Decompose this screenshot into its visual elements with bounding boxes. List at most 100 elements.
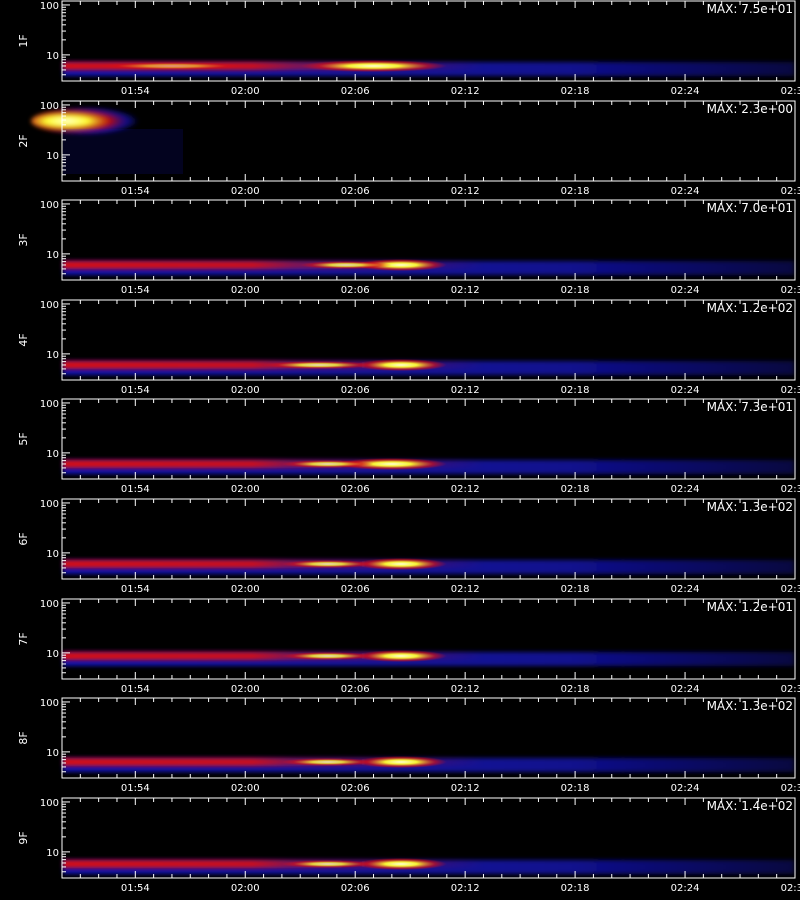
x-tick-label: 02:00 (231, 684, 260, 695)
x-tick-label: 02:24 (671, 783, 700, 794)
x-tick-label: 02:18 (561, 484, 590, 495)
y-tick-label: 100 (40, 200, 59, 211)
x-tick-label: 02:18 (561, 783, 590, 794)
max-value-label: MAX: 7.0e+01 (707, 201, 793, 215)
warm-spot (281, 460, 374, 468)
x-tick-label: 02:00 (231, 584, 260, 595)
x-tick-label: 02:30 (781, 285, 800, 296)
x-tick-label: 02:24 (671, 584, 700, 595)
x-tick-label: 02:30 (781, 883, 800, 894)
panel-5f: 01:54 02:00 02:06 02:12 02:18 02:24 02:30 10 100… (17, 398, 800, 495)
red-emission-band (63, 261, 484, 269)
x-tick-label: 02:00 (231, 484, 260, 495)
x-tick-label: 02:12 (451, 584, 480, 595)
hot-spot (355, 259, 447, 271)
panel-label: 6F (17, 532, 30, 545)
max-value-label: MAX: 7.3e+01 (707, 400, 793, 414)
y-tick-label: 10 (46, 848, 59, 859)
x-tick-label: 02:24 (671, 86, 700, 97)
x-tick-label: 02:18 (561, 186, 590, 197)
x-tick-label: 02:06 (341, 883, 370, 894)
panel-label: 7F (17, 632, 30, 645)
panel-label: 5F (17, 432, 30, 445)
warm-spot (281, 560, 374, 568)
x-tick-label: 02:12 (451, 186, 480, 197)
red-emission-band (63, 652, 484, 660)
x-tick-label: 02:12 (451, 883, 480, 894)
y-tick-label: 10 (46, 350, 59, 361)
x-tick-label: 01:54 (121, 285, 150, 296)
x-tick-label: 02:00 (231, 285, 260, 296)
y-tick-label: 100 (40, 499, 59, 510)
warm-spot (281, 652, 374, 660)
x-tick-label: 02:12 (451, 285, 480, 296)
emission-blob (31, 108, 151, 134)
max-value-label: MAX: 2.3e+00 (707, 102, 793, 116)
warm-spot (281, 860, 374, 868)
x-tick-label: 02:06 (341, 684, 370, 695)
max-value-label: MAX: 1.3e+02 (707, 699, 793, 713)
y-tick-label: 10 (46, 549, 59, 560)
panel-6f: 01:54 02:00 02:06 02:12 02:18 02:24 02:30 10 100… (17, 498, 800, 595)
x-tick-label: 02:06 (341, 86, 370, 97)
max-value-label: MAX: 1.3e+02 (707, 500, 793, 514)
y-tick-label: 10 (46, 250, 59, 261)
y-tick-label: 100 (40, 1, 59, 12)
x-tick-label: 02:12 (451, 385, 480, 396)
x-tick-label: 02:06 (341, 484, 370, 495)
x-tick-label: 02:18 (561, 584, 590, 595)
hot-spot (355, 858, 447, 870)
y-tick-label: 10 (46, 449, 59, 460)
panel-label: 4F (17, 333, 30, 346)
panel-2f: 01:54 02:00 02:06 02:12 02:18 02:24 02:30 10 100… (17, 100, 800, 197)
x-tick-label: 02:06 (341, 783, 370, 794)
x-tick-label: 02:06 (341, 584, 370, 595)
x-tick-label: 02:24 (671, 883, 700, 894)
y-tick-label: 10 (46, 151, 59, 162)
x-tick-label: 01:54 (121, 684, 150, 695)
x-tick-label: 02:24 (671, 484, 700, 495)
x-tick-label: 02:24 (671, 684, 700, 695)
panel-4f: 01:54 02:00 02:06 02:12 02:18 02:24 02:30 10 100… (17, 299, 800, 396)
hot-spot (300, 60, 447, 72)
hot-spot (355, 558, 447, 570)
x-tick-label: 01:54 (121, 484, 150, 495)
panel-8f: 01:54 02:00 02:06 02:12 02:18 02:24 02:30 10 100… (17, 697, 800, 794)
x-tick-label: 02:12 (451, 783, 480, 794)
x-tick-label: 02:12 (451, 684, 480, 695)
y-tick-label: 100 (40, 798, 59, 809)
x-tick-label: 02:12 (451, 484, 480, 495)
x-tick-label: 02:30 (781, 385, 800, 396)
panel-label: 9F (17, 831, 30, 844)
x-tick-label: 02:18 (561, 883, 590, 894)
x-tick-label: 02:30 (781, 186, 800, 197)
warm-spot (98, 62, 246, 70)
x-tick-label: 02:30 (781, 584, 800, 595)
panel-9f: 01:54 02:00 02:06 02:12 02:18 02:24 02:30 10 100… (17, 797, 800, 894)
red-emission-band (63, 62, 484, 70)
panel-label: 2F (17, 134, 30, 147)
x-tick-label: 02:06 (341, 285, 370, 296)
x-tick-label: 01:54 (121, 883, 150, 894)
warm-spot (263, 361, 374, 369)
hot-spot (355, 359, 447, 371)
y-tick-label: 100 (40, 698, 59, 709)
x-tick-label: 01:54 (121, 186, 150, 197)
x-tick-label: 02:24 (671, 285, 700, 296)
red-emission-band (63, 860, 484, 868)
x-tick-label: 02:18 (561, 385, 590, 396)
x-tick-label: 02:24 (671, 385, 700, 396)
x-tick-label: 02:30 (781, 783, 800, 794)
x-tick-label: 02:06 (341, 385, 370, 396)
hot-spot (355, 756, 447, 768)
y-tick-label: 100 (40, 399, 59, 410)
panel-label: 3F (17, 233, 30, 246)
x-tick-label: 02:18 (561, 684, 590, 695)
x-tick-label: 02:00 (231, 86, 260, 97)
x-tick-label: 02:18 (561, 285, 590, 296)
panel-7f: 01:54 02:00 02:06 02:12 02:18 02:24 02:30 10 100… (17, 598, 800, 695)
plot-frame (61, 598, 796, 680)
x-tick-label: 02:24 (671, 186, 700, 197)
max-value-label: MAX: 1.2e+02 (707, 301, 793, 315)
x-tick-label: 02:00 (231, 883, 260, 894)
